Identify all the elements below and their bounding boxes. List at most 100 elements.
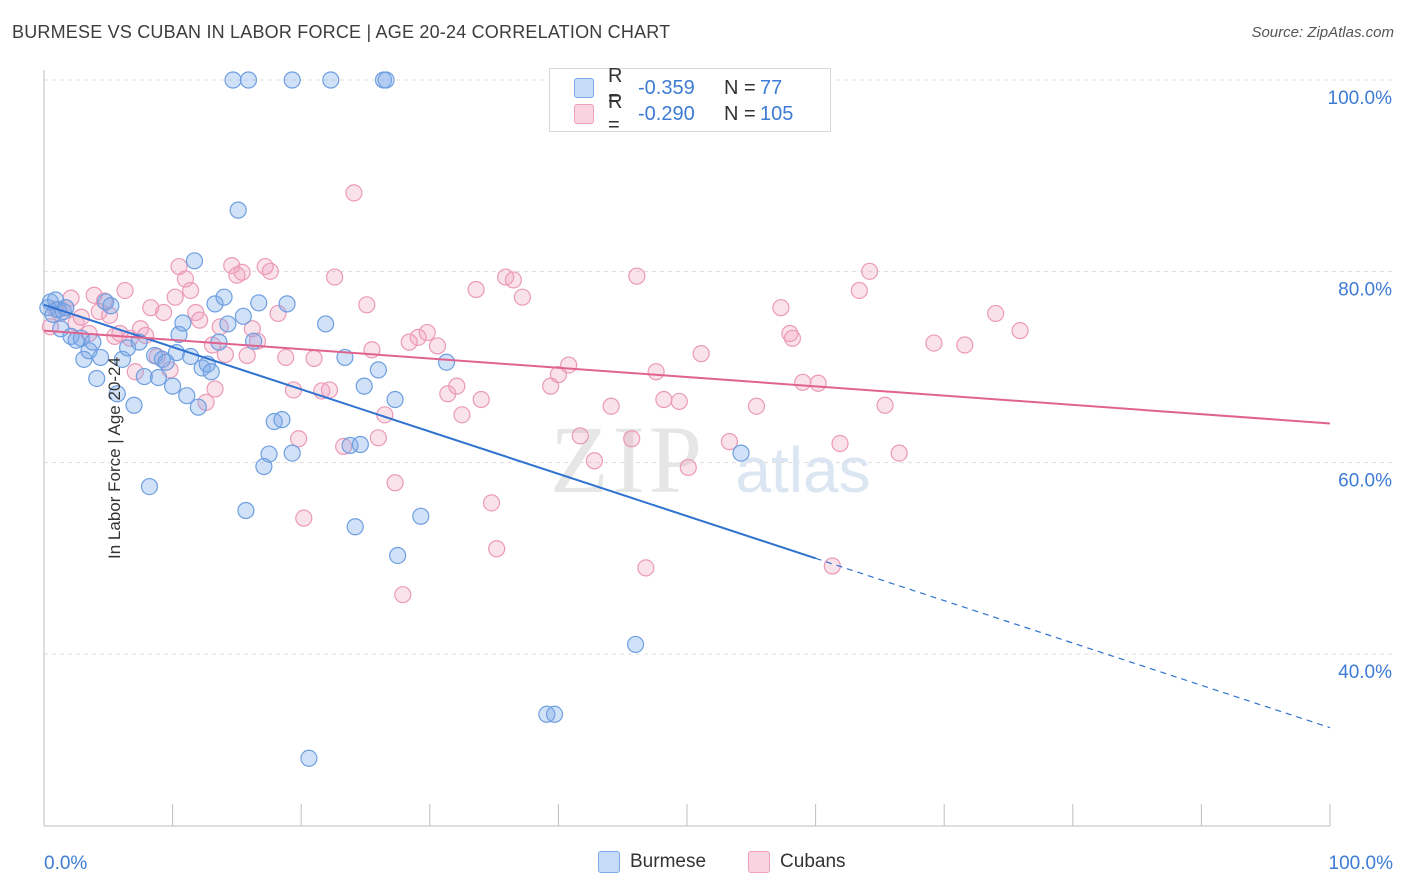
source-label: Source: ZipAtlas.com	[1251, 24, 1394, 41]
burmese-point	[283, 444, 301, 462]
cubans-swatch	[748, 851, 771, 873]
burmese-point	[140, 477, 159, 496]
r-label: R =	[608, 91, 623, 136]
cubans-point	[223, 256, 241, 275]
r-value: -0.290	[638, 102, 695, 125]
burmese-point	[412, 507, 430, 525]
legend-item-burmese[interactable]: Burmese	[598, 851, 706, 873]
burmese-point	[626, 635, 645, 654]
burmese-point	[206, 295, 224, 313]
cubans-point	[809, 374, 827, 392]
burmese-point	[164, 377, 182, 395]
cubans-point	[154, 303, 173, 322]
burmese-point	[219, 315, 237, 333]
cubans-point	[228, 266, 246, 284]
cubans-point	[628, 267, 646, 285]
cubans-point	[305, 349, 323, 367]
burmese-point	[234, 307, 252, 325]
cubans-point	[206, 380, 224, 398]
cubans-point	[261, 262, 279, 280]
burmese-point	[178, 387, 196, 405]
cubans-point	[504, 271, 522, 289]
cubans-point	[191, 311, 209, 329]
cubans-point	[781, 324, 799, 343]
cubans-point	[418, 323, 436, 342]
cubans-point	[320, 381, 339, 399]
burmese-point	[545, 705, 564, 723]
burmese-point	[189, 398, 207, 416]
cubans-point	[472, 390, 490, 409]
legend-label-cubans: Cubans	[780, 851, 846, 872]
burmese-point	[386, 390, 404, 409]
burmese-point	[202, 363, 220, 381]
cubans-point	[1011, 322, 1029, 340]
cubans-point	[394, 586, 412, 604]
cubans-point	[623, 430, 641, 448]
burmese-point	[377, 71, 395, 89]
cubans-point	[925, 334, 943, 352]
cubans-swatch	[574, 104, 594, 124]
n-value: 105	[760, 102, 794, 125]
y-tick-label: 40.0%	[1338, 662, 1392, 683]
r-label: R =	[608, 65, 623, 110]
n-label: N =	[724, 76, 756, 99]
legend-row-burmese: R = -0.359 N = 77	[574, 65, 783, 110]
burmese-point	[437, 353, 456, 371]
cubans-point	[467, 280, 485, 299]
chart-title: BURMESE VS CUBAN IN LABOR FORCE | AGE 20…	[12, 22, 671, 42]
cubans-point	[794, 373, 812, 391]
burmese-point	[239, 71, 258, 89]
cubans-point	[585, 452, 604, 470]
cubans-point	[166, 288, 184, 306]
burmese-point	[351, 435, 369, 454]
burmese-point	[346, 518, 364, 536]
cubans-point	[400, 333, 418, 351]
y-axis-label: In Labor Force | Age 20-24	[104, 357, 124, 559]
burmese-trend-extension	[815, 557, 1331, 729]
cubans-point	[571, 427, 589, 445]
burmese-swatch	[598, 851, 620, 873]
cubans-point	[831, 434, 849, 453]
cubans-point	[345, 184, 363, 202]
cubans-point	[448, 377, 466, 395]
burmese-point	[88, 369, 106, 388]
cubans-point	[987, 304, 1005, 323]
cubans-point	[747, 397, 766, 415]
cubans-point	[290, 430, 308, 448]
burmese-point	[273, 411, 291, 429]
axes	[43, 70, 1331, 827]
cubans-point	[890, 444, 908, 462]
y-tick-label: 60.0%	[1338, 471, 1392, 492]
n-value: 77	[760, 76, 783, 99]
x-tick-label: 0.0%	[44, 853, 87, 874]
cubans-point	[111, 324, 129, 343]
cubans-point	[602, 397, 620, 415]
burmese-point	[278, 295, 296, 313]
cubans-point	[647, 363, 665, 381]
cubans-point	[256, 257, 274, 276]
burmese-point	[250, 294, 268, 312]
cubans-point	[482, 494, 501, 512]
y-tick-label: 100.0%	[1328, 88, 1393, 109]
x-tick-label: 100.0%	[1329, 853, 1394, 874]
burmese-point	[125, 396, 143, 414]
burmese-point	[91, 348, 110, 367]
burmese-point	[389, 546, 407, 565]
cubans-point	[295, 509, 313, 527]
cubans-point	[655, 390, 673, 409]
watermark-atlas: atlas	[735, 434, 870, 506]
burmese-point	[322, 71, 340, 89]
tick-labels: 40.0% 60.0% 80.0% 100.0% 0.0% 100.0%	[44, 88, 1393, 874]
series-legend: Burmese Cubans	[598, 851, 888, 873]
series-cubans	[41, 184, 1029, 604]
burmese-point	[732, 444, 750, 462]
burmese-point	[135, 367, 153, 386]
cubans-point	[772, 299, 790, 317]
cubans-point	[126, 363, 144, 381]
burmese-point	[84, 333, 102, 351]
cubans-point	[720, 433, 739, 451]
cubans-point	[326, 268, 344, 286]
legend-item-cubans[interactable]: Cubans	[748, 851, 846, 873]
cubans-point	[637, 559, 655, 577]
burmese-point	[174, 314, 192, 332]
